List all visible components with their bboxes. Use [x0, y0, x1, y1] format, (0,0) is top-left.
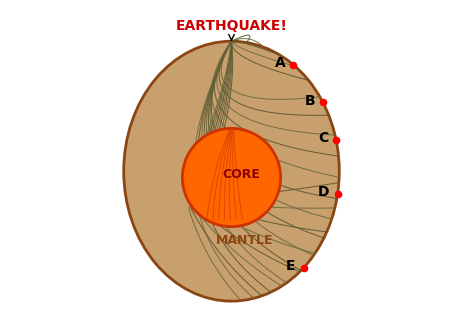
- Text: EARTHQUAKE!: EARTHQUAKE!: [175, 19, 288, 33]
- Text: B: B: [304, 94, 315, 108]
- Text: C: C: [318, 131, 328, 145]
- Text: E: E: [286, 259, 296, 273]
- Text: CORE: CORE: [222, 168, 260, 181]
- Ellipse shape: [124, 41, 339, 301]
- Circle shape: [182, 128, 281, 227]
- Text: A: A: [275, 56, 285, 70]
- Text: D: D: [318, 185, 330, 199]
- Text: MANTLE: MANTLE: [215, 234, 273, 248]
